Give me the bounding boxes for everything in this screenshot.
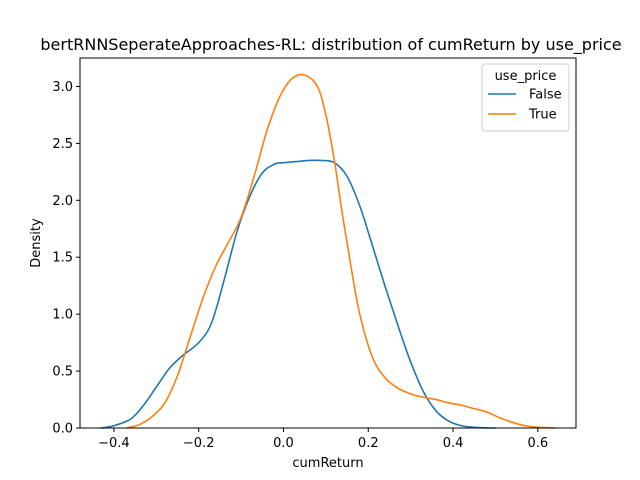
series-line-true [125, 73, 556, 429]
x-tick-label: 0.0 [273, 436, 294, 451]
x-tick-label: −0.2 [183, 436, 215, 451]
x-axis-label: cumReturn [292, 456, 363, 471]
series-layer [100, 73, 556, 429]
x-tick-label: −0.4 [98, 436, 130, 451]
x-tick-label: 0.2 [358, 436, 379, 451]
plot-frame [79, 57, 577, 429]
x-tick-label: 0.4 [443, 436, 464, 451]
y-tick-label: 0.0 [52, 422, 73, 437]
y-tick-label: 2.5 [52, 137, 73, 152]
y-tick-label: 0.5 [52, 365, 73, 380]
x-axis: −0.4 −0.2 0.0 0.2 0.4 0.6 [98, 428, 548, 451]
y-axis: 0.0 0.5 1.0 1.5 2.0 2.5 3.0 [52, 80, 80, 437]
series-line-false [100, 159, 497, 429]
chart-title: bertRNNSeperateApproaches-RL: distributi… [40, 35, 621, 55]
y-tick-label: 1.0 [52, 308, 73, 323]
legend-label: True [528, 108, 557, 123]
y-tick-label: 2.0 [52, 194, 73, 209]
y-tick-label: 1.5 [52, 251, 73, 266]
legend: use_price False True [481, 63, 570, 132]
x-tick-label: 0.6 [528, 436, 549, 451]
legend-title: use_price [495, 69, 557, 84]
y-axis-label: Density [29, 218, 44, 268]
legend-label: False [529, 88, 562, 103]
y-tick-label: 3.0 [52, 80, 73, 95]
